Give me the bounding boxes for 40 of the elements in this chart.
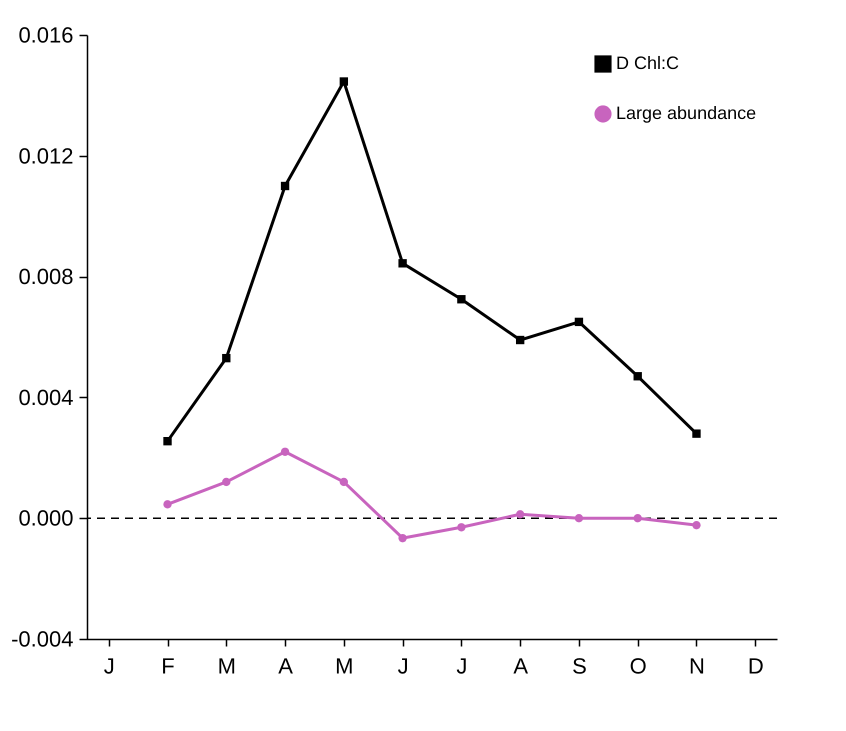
x-tick-label: J [456, 654, 468, 678]
x-tick-label: F [161, 654, 175, 678]
point [457, 523, 466, 532]
point [692, 429, 701, 438]
point [634, 372, 642, 380]
y-tick-label: 0.008 [18, 264, 74, 290]
point [516, 336, 524, 344]
y-tick-label: 0.016 [18, 22, 74, 48]
point [457, 295, 466, 304]
point [280, 182, 290, 190]
x-tick-label: A [513, 654, 528, 678]
point [398, 259, 407, 268]
x-tick-label: J [104, 654, 115, 678]
point [692, 520, 701, 530]
x-tick-label: A [278, 654, 294, 678]
y-tick-label: 0.000 [18, 506, 74, 531]
point [340, 77, 348, 86]
y-tick-label: -0.004 [11, 626, 74, 652]
point [398, 534, 407, 542]
point [340, 478, 348, 486]
x-tick-label: N [689, 654, 705, 678]
point [574, 318, 584, 326]
legend-label: D Chl:C [616, 53, 680, 73]
point [516, 510, 524, 518]
x-tick-label: D [748, 654, 764, 678]
point [163, 437, 172, 446]
point [634, 514, 642, 522]
x-tick-label: S [572, 654, 587, 678]
x-tick-label: M [218, 654, 236, 678]
point [280, 448, 290, 456]
point [222, 478, 230, 486]
point [222, 354, 230, 362]
point [574, 514, 584, 522]
x-tick-label: O [630, 654, 647, 678]
x-tick-label: M [335, 654, 354, 678]
point [163, 500, 172, 508]
legend-label: Large abundance [616, 103, 756, 123]
x-tick-label: J [398, 654, 409, 678]
y-tick-label: 0.012 [18, 143, 74, 168]
y-tick-label: 0.004 [18, 384, 74, 410]
